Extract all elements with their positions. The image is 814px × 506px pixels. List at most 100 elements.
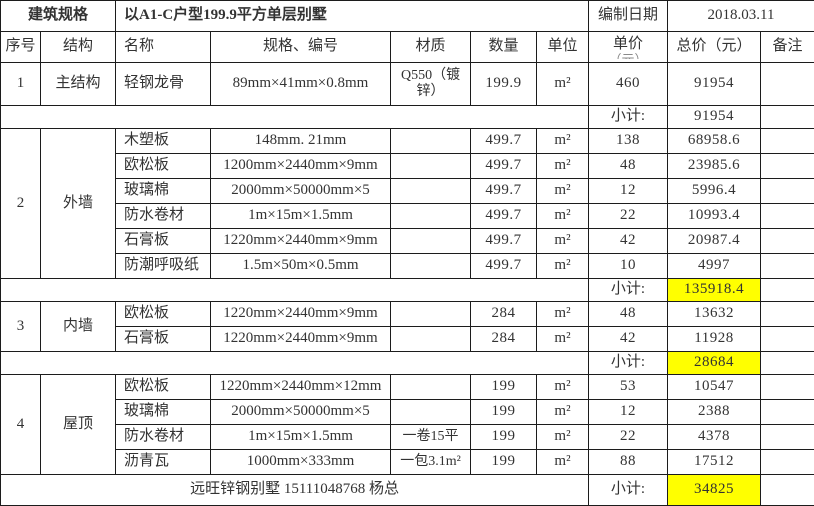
material-cell	[391, 229, 471, 254]
spec-cell: 1220mm×2440mm×9mm	[211, 327, 391, 352]
unit-cell: m²	[537, 327, 589, 352]
spec-cell: 1220mm×2440mm×9mm	[211, 229, 391, 254]
price-cell: 88	[589, 450, 668, 475]
note-cell	[761, 229, 814, 254]
material-cell	[391, 154, 471, 179]
date-value: 2018.03.11	[668, 1, 814, 32]
subtotal-value-highlighted: 28684	[668, 352, 761, 375]
spec-cell: 89mm×41mm×0.8mm	[211, 63, 391, 106]
price-cell: 48	[589, 154, 668, 179]
note-cell	[761, 352, 814, 375]
table-row: 2 外墙 木塑板 148mm. 21mm 499.7 m² 138 68958.…	[1, 129, 814, 154]
material-cell: Q550（镀锌）	[391, 63, 471, 106]
qty-cell: 499.7	[471, 179, 537, 204]
table-row: 玻璃棉 2000mm×50000mm×5 199 m² 12 2388	[1, 400, 814, 425]
col-price-label: 单价	[613, 36, 643, 53]
price-cell: 42	[589, 229, 668, 254]
name-cell: 防水卷材	[116, 425, 211, 450]
price-cell: 138	[589, 129, 668, 154]
name-cell: 玻璃棉	[116, 179, 211, 204]
table-row: 石膏板 1220mm×2440mm×9mm 499.7 m² 42 20987.…	[1, 229, 814, 254]
material-cell: 一包3.1m²	[391, 450, 471, 475]
table-row: 欧松板 1200mm×2440mm×9mm 499.7 m² 48 23985.…	[1, 154, 814, 179]
table-row: 沥青瓦 1000mm×333mm 一包3.1m² 199 m² 88 17512	[1, 450, 814, 475]
qty-cell: 499.7	[471, 229, 537, 254]
qty-cell: 499.7	[471, 129, 537, 154]
spec-cell: 1m×15m×1.5mm	[211, 204, 391, 229]
total-cell: 11928	[668, 327, 761, 352]
note-cell	[761, 400, 814, 425]
unit-cell: m²	[537, 63, 589, 106]
col-name: 名称	[116, 32, 211, 63]
subtotal-label: 小计:	[589, 279, 668, 302]
unit-cell: m²	[537, 129, 589, 154]
price-cell: 12	[589, 400, 668, 425]
subtotal-value-highlighted: 135918.4	[668, 279, 761, 302]
subtotal-row: 小计: 91954	[1, 106, 814, 129]
subtotal-spacer	[1, 352, 589, 375]
unit-cell: m²	[537, 450, 589, 475]
col-note: 备注	[761, 32, 814, 63]
name-cell: 石膏板	[116, 327, 211, 352]
name-cell: 石膏板	[116, 229, 211, 254]
qty-cell: 199	[471, 400, 537, 425]
qty-cell: 284	[471, 327, 537, 352]
note-cell	[761, 254, 814, 279]
price-cell: 10	[589, 254, 668, 279]
name-cell: 玻璃棉	[116, 400, 211, 425]
qty-cell: 499.7	[471, 254, 537, 279]
qty-cell: 499.7	[471, 204, 537, 229]
name-cell: 防水卷材	[116, 204, 211, 229]
note-cell	[761, 475, 814, 506]
spec-cell: 148mm. 21mm	[211, 129, 391, 154]
col-total: 总价（元）	[668, 32, 761, 63]
col-price-sub-clipped: （元）	[609, 53, 648, 59]
spec-cell: 1m×15m×1.5mm	[211, 425, 391, 450]
name-cell: 欧松板	[116, 154, 211, 179]
unit-cell: m²	[537, 154, 589, 179]
note-cell	[761, 63, 814, 106]
total-cell: 68958.6	[668, 129, 761, 154]
col-qty: 数量	[471, 32, 537, 63]
table-row: 防潮呼吸纸 1.5m×50m×0.5mm 499.7 m² 10 4997	[1, 254, 814, 279]
structure-cell: 外墙	[41, 129, 116, 279]
table-row: 3 内墙 欧松板 1220mm×2440mm×9mm 284 m² 48 136…	[1, 302, 814, 327]
note-cell	[761, 450, 814, 475]
footer-contact: 远旺锌钢别墅 15111048768 杨总	[1, 475, 589, 506]
spec-cell: 2000mm×50000mm×5	[211, 179, 391, 204]
subtotal-row: 小计: 135918.4	[1, 279, 814, 302]
spec-cell: 1200mm×2440mm×9mm	[211, 154, 391, 179]
title-row: 建筑规格 以A1-C户型199.9平方单层别墅 编制日期 2018.03.11	[1, 1, 814, 32]
subtotal-spacer	[1, 106, 589, 129]
name-cell: 沥青瓦	[116, 450, 211, 475]
spec-cell: 1220mm×2440mm×12mm	[211, 375, 391, 400]
qty-cell: 499.7	[471, 154, 537, 179]
total-cell: 23985.6	[668, 154, 761, 179]
qty-cell: 199.9	[471, 63, 537, 106]
structure-cell: 屋顶	[41, 375, 116, 475]
name-cell: 欧松板	[116, 302, 211, 327]
total-cell: 17512	[668, 450, 761, 475]
material-cell	[391, 302, 471, 327]
subtotal-spacer	[1, 279, 589, 302]
name-cell: 欧松板	[116, 375, 211, 400]
price-cell: 22	[589, 204, 668, 229]
title-value: 以A1-C户型199.9平方单层别墅	[116, 1, 589, 32]
date-label: 编制日期	[589, 1, 668, 32]
unit-cell: m²	[537, 254, 589, 279]
title-label: 建筑规格	[1, 1, 116, 32]
qty-cell: 284	[471, 302, 537, 327]
note-cell	[761, 204, 814, 229]
note-cell	[761, 302, 814, 327]
material-cell: 一卷15平	[391, 425, 471, 450]
seq-cell: 1	[1, 63, 41, 106]
price-cell: 460	[589, 63, 668, 106]
footer-row: 远旺锌钢别墅 15111048768 杨总 小计: 34825	[1, 475, 814, 506]
price-cell: 22	[589, 425, 668, 450]
unit-cell: m²	[537, 179, 589, 204]
col-price: 单价 （元）	[589, 32, 668, 63]
material-cell	[391, 400, 471, 425]
col-seq: 序号	[1, 32, 41, 63]
subtotal-value: 91954	[668, 106, 761, 129]
